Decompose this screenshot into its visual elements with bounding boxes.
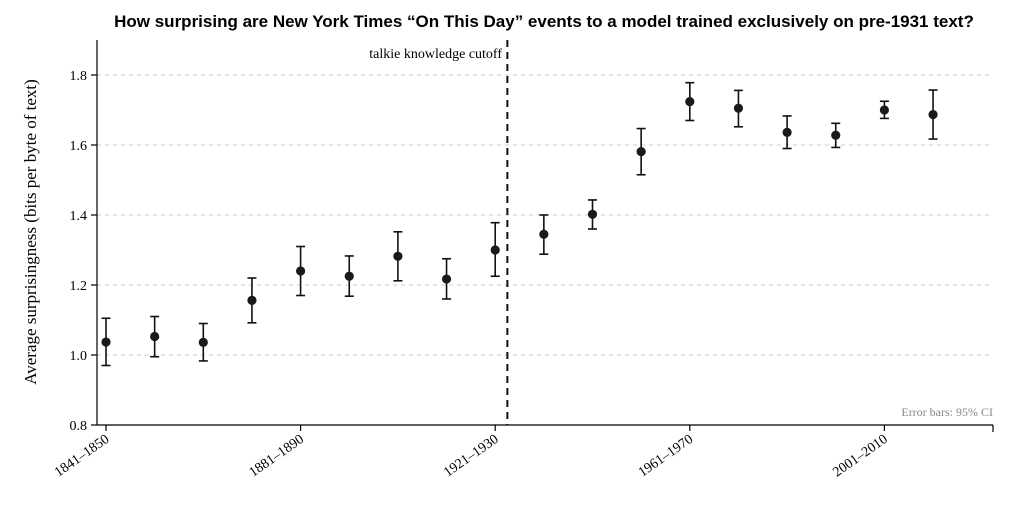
error-bar-note: Error bars: 95% CI	[901, 405, 993, 419]
y-tick-label: 1.2	[70, 279, 88, 294]
data-point	[685, 97, 695, 107]
x-ticks: 1841–1850 1881–1890 1921–1930 1961–1970 2001…	[52, 425, 891, 480]
chart-title: How surprising are New York Times “On Th…	[114, 12, 974, 31]
data-point	[150, 331, 160, 342]
data-point	[879, 105, 890, 115]
y-tick-label: 1.6	[70, 139, 88, 154]
y-tick-label: 1.8	[70, 69, 88, 84]
data-point	[441, 274, 452, 284]
data-point	[344, 271, 354, 281]
data-point	[490, 245, 500, 255]
axes	[96, 40, 994, 432]
y-tick-label: 1.4	[70, 209, 88, 224]
x-tick-label: 1881–1890	[247, 432, 307, 480]
data-point	[539, 229, 549, 239]
cutoff-label: talkie knowledge cutoff	[369, 47, 502, 62]
data-point	[928, 109, 938, 120]
y-tick-label: 1.0	[70, 349, 88, 364]
x-tick-label: 2001–2010	[830, 432, 890, 480]
y-tick-label: 0.8	[70, 419, 88, 434]
data-point	[247, 295, 257, 305]
data-point	[101, 337, 111, 347]
data-points	[101, 97, 938, 347]
x-tick-label: 1841–1850	[52, 432, 112, 480]
data-point	[393, 251, 403, 261]
data-point	[733, 103, 744, 113]
data-point	[198, 337, 208, 347]
data-point	[296, 266, 306, 276]
y-ticks: 0.8 1.0 1.2 1.4 1.6 1.8	[70, 69, 97, 434]
y-axis-label: Average surprisingness (bits per byte of…	[21, 79, 40, 385]
x-tick-label: 1921–1930	[441, 432, 501, 480]
data-point	[636, 147, 646, 157]
data-point	[831, 130, 841, 140]
error-bars	[101, 81, 938, 367]
data-point	[587, 209, 598, 219]
data-point	[782, 127, 792, 137]
x-tick-label: 1961–1970	[636, 432, 696, 480]
